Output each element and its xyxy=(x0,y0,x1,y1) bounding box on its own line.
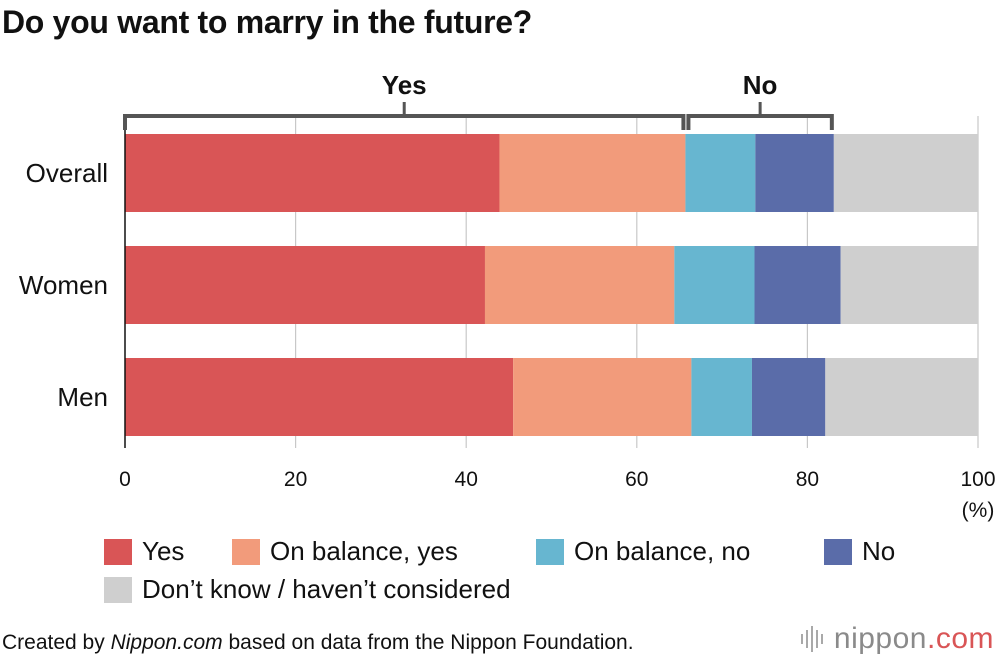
x-tick-label: 40 xyxy=(455,468,478,491)
x-tick-label: 20 xyxy=(284,468,307,491)
legend-item: Yes xyxy=(104,536,184,567)
bar-segment xyxy=(484,246,675,324)
bar-segment xyxy=(691,358,752,436)
category-label: Men xyxy=(57,382,108,412)
bar-segment xyxy=(125,246,485,324)
bracket-line xyxy=(686,114,834,130)
bar-segment xyxy=(751,358,826,436)
logo-bars-icon xyxy=(800,626,826,652)
source-note: Created by Nippon.com based on data from… xyxy=(2,631,634,655)
legend-swatch xyxy=(104,538,132,565)
source-name: Nippon.com xyxy=(110,631,223,654)
bar-segment xyxy=(125,358,514,436)
source-prefix: Created by xyxy=(2,631,111,654)
x-tick-label: 0 xyxy=(119,468,131,491)
x-unit-label: (%) xyxy=(962,499,995,522)
legend-label: On balance, yes xyxy=(270,536,458,566)
bars xyxy=(125,134,978,436)
bar-segment xyxy=(755,134,834,212)
category-label: Overall xyxy=(26,158,108,188)
bar-segment xyxy=(685,134,756,212)
bracket-label: No xyxy=(743,70,778,100)
bracket-line xyxy=(123,114,686,130)
chart-title: Do you want to marry in the future? xyxy=(2,4,532,40)
source-suffix: based on data from the Nippon Foundation… xyxy=(222,631,634,654)
bar-segment xyxy=(840,246,978,324)
axes: 0 20 40 60 80 100 (%) Overall Women Men xyxy=(19,116,996,522)
bar-segment xyxy=(513,358,692,436)
group-brackets: Yes No xyxy=(123,70,834,130)
legend-swatch xyxy=(104,576,132,603)
stacked-bar-chart: 0 20 40 60 80 100 (%) Overall Women Men Yes No xyxy=(19,70,996,522)
brand-domain: .com xyxy=(926,622,994,655)
brand-name: nippon xyxy=(833,622,927,655)
legend-swatch xyxy=(232,538,260,565)
bar-segment xyxy=(125,134,500,212)
bar-segment xyxy=(499,134,686,212)
legend-item: No xyxy=(824,536,895,567)
bar-segment xyxy=(825,358,978,436)
bar-segment xyxy=(674,246,755,324)
legend-item: Don’t know / haven’t considered xyxy=(104,574,511,605)
bar-segment xyxy=(754,246,841,324)
bar-segment xyxy=(833,134,978,212)
legend-item: On balance, yes xyxy=(232,536,458,567)
legend-label: Don’t know / haven’t considered xyxy=(142,574,511,604)
legend-item: On balance, no xyxy=(536,536,750,567)
x-tick-label: 100 xyxy=(960,468,995,491)
legend-label: On balance, no xyxy=(574,536,751,566)
bracket-label: Yes xyxy=(382,70,427,100)
legend-label: Yes xyxy=(142,536,185,566)
legend-swatch xyxy=(536,538,564,565)
x-tick-label: 60 xyxy=(625,468,648,491)
x-tick-label: 80 xyxy=(796,468,819,491)
legend-label: No xyxy=(862,536,896,566)
category-label: Women xyxy=(19,270,108,300)
legend-swatch xyxy=(824,538,852,565)
nippon-logo: nippon .com xyxy=(800,622,994,656)
